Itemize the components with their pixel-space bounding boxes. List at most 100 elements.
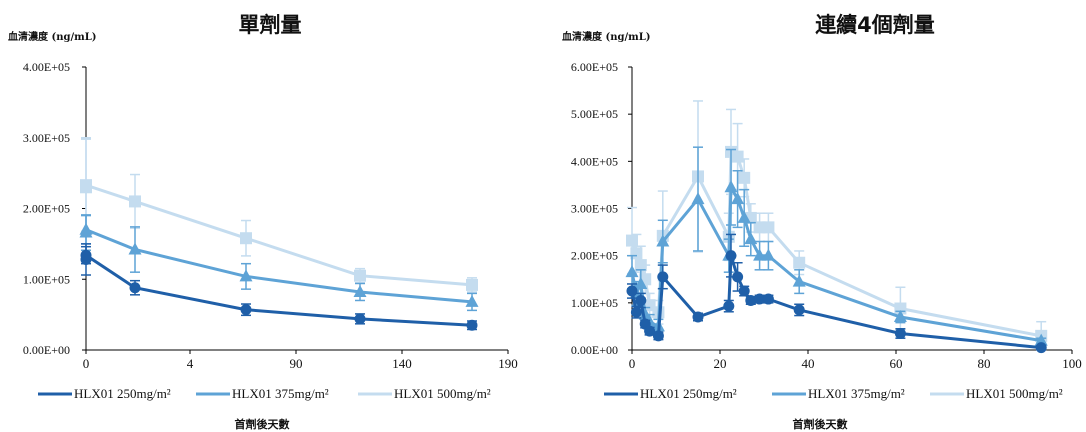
- data-point: [656, 234, 670, 247]
- chart-title: 單劑量: [239, 13, 302, 37]
- data-point: [240, 304, 252, 316]
- data-point: [353, 284, 367, 297]
- legend-item: HLX01 375mg/m²: [196, 386, 329, 401]
- x-axis-label: 首劑後天數: [793, 417, 848, 431]
- data-point: [465, 294, 479, 307]
- data-point: [761, 248, 775, 261]
- y-tick-label: 0.00E+00: [571, 343, 618, 357]
- series-line: [84, 252, 473, 327]
- y-tick-label: 3.00E+05: [571, 202, 618, 216]
- data-point: [354, 313, 366, 325]
- data-point: [626, 234, 638, 247]
- data-point: [725, 250, 737, 262]
- data-point: [128, 242, 142, 255]
- data-point: [129, 282, 141, 294]
- data-point: [691, 192, 705, 205]
- legend-label: HLX01 250mg/m²: [640, 386, 737, 401]
- series-1: [626, 233, 1047, 354]
- series-line: [84, 227, 473, 304]
- data-point: [129, 195, 141, 208]
- x-tick-label: 60: [890, 356, 903, 371]
- data-point: [893, 309, 907, 322]
- x-tick-label: 190: [498, 356, 518, 371]
- data-point: [626, 285, 638, 297]
- data-point: [738, 285, 750, 297]
- data-point: [762, 293, 774, 305]
- data-point: [793, 304, 805, 316]
- x-tick-label: 140: [392, 356, 412, 371]
- series-2: [79, 214, 479, 312]
- legend-label: HLX01 375mg/m²: [808, 386, 905, 401]
- y-tick-label: 1.00E+05: [23, 272, 70, 286]
- data-point: [724, 180, 738, 193]
- y-tick-label: 0.00E+00: [23, 343, 70, 357]
- data-point: [644, 325, 656, 337]
- data-point: [754, 293, 766, 305]
- x-tick-label: 4: [187, 356, 194, 371]
- legend-item: HLX01 500mg/m²: [358, 386, 491, 401]
- y-tick-label: 2.00E+05: [571, 249, 618, 263]
- legend-label: HLX01 375mg/m²: [232, 386, 329, 401]
- x-tick-label: 0: [83, 356, 90, 371]
- data-point: [80, 249, 92, 261]
- data-point: [1035, 342, 1047, 354]
- y-tick-label: 1.00E+05: [571, 296, 618, 310]
- data-point: [466, 319, 478, 331]
- data-point: [731, 192, 745, 205]
- data-point: [692, 311, 704, 323]
- x-tick-label: 100: [1062, 356, 1082, 371]
- y-tick-label: 2.00E+05: [23, 202, 70, 216]
- y-tick-label: 6.00E+05: [571, 60, 618, 74]
- legend-item: HLX01 250mg/m²: [38, 386, 171, 401]
- x-tick-label: 90: [290, 356, 303, 371]
- data-point: [79, 222, 93, 235]
- legend-label: HLX01 500mg/m²: [966, 386, 1063, 401]
- data-point: [737, 210, 751, 223]
- chart-title: 連續4個劑量: [815, 13, 935, 37]
- x-tick-label: 0: [629, 356, 636, 371]
- data-point: [634, 276, 648, 289]
- series-3: [626, 100, 1048, 351]
- data-point: [894, 327, 906, 339]
- data-point: [793, 256, 806, 269]
- data-point: [625, 265, 639, 278]
- data-point: [657, 271, 669, 283]
- x-axis-label: 首劑後天數: [235, 417, 290, 431]
- x-tick-label: 20: [714, 356, 727, 371]
- data-point: [731, 150, 744, 163]
- data-point: [240, 232, 252, 245]
- series-line: [84, 183, 473, 287]
- legend-item: HLX01 500mg/m²: [930, 386, 1063, 401]
- data-point: [652, 330, 664, 342]
- y-axis-label: 血清濃度 (ng/mL): [8, 30, 96, 43]
- series-2: [625, 146, 1048, 346]
- data-point: [239, 269, 253, 282]
- data-point: [634, 259, 647, 272]
- data-point: [753, 248, 767, 261]
- data-point: [762, 221, 775, 234]
- series-3: [80, 137, 478, 293]
- data-point: [466, 278, 478, 291]
- data-point: [745, 294, 757, 306]
- data-point: [744, 232, 758, 245]
- x-tick-label: 40: [802, 356, 815, 371]
- y-tick-label: 5.00E+05: [571, 107, 618, 121]
- data-point: [80, 179, 92, 192]
- data-point: [732, 271, 744, 283]
- y-tick-label: 4.00E+05: [23, 60, 70, 74]
- data-point: [354, 269, 366, 282]
- series-line: [630, 255, 1042, 350]
- data-point: [638, 307, 652, 320]
- data-point: [723, 300, 735, 312]
- data-point: [635, 294, 647, 306]
- data-point: [792, 274, 806, 287]
- legend-item: HLX01 375mg/m²: [772, 386, 905, 401]
- y-axis-label: 血清濃度 (ng/mL): [562, 30, 650, 43]
- data-point: [1034, 333, 1048, 346]
- legend-item: HLX01 250mg/m²: [604, 386, 737, 401]
- x-tick-label: 80: [978, 356, 991, 371]
